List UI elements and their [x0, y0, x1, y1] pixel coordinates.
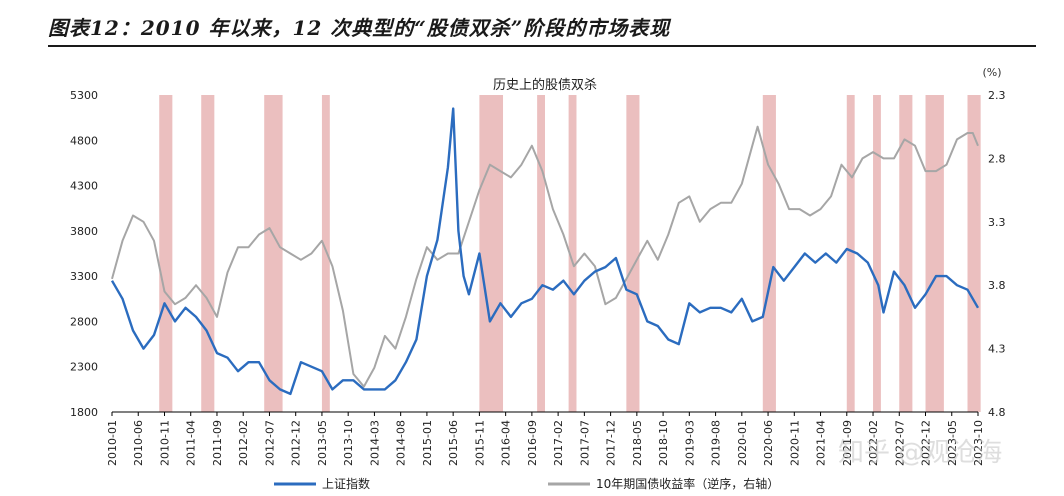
- right-y-tick-label: 4.3: [988, 343, 1006, 356]
- x-tick-label: 2013-05: [316, 420, 329, 466]
- shaded-period-3: [264, 95, 283, 412]
- x-tick-label: 2015-11: [473, 420, 486, 466]
- left-y-tick-label: 3800: [70, 225, 98, 238]
- x-tick-label: 2022-12: [920, 420, 933, 466]
- x-tick-label: 2020-11: [788, 420, 801, 466]
- x-tick-label: 2011-09: [211, 420, 224, 466]
- left-y-tick-label: 1800: [70, 406, 98, 419]
- shaded-period-5: [479, 95, 504, 412]
- left-y-tick-label: 5300: [70, 89, 98, 102]
- left-y-tick-label: 2800: [70, 315, 98, 328]
- x-tick-label: 2010-11: [158, 420, 171, 466]
- series-line-bond-yield: [111, 125, 979, 388]
- x-tick-label: 2016-04: [500, 420, 513, 466]
- shaded-period-7: [568, 95, 577, 412]
- shaded-period-10: [846, 95, 855, 412]
- x-tick-label: 2015-06: [447, 420, 460, 466]
- x-tick-label: 2014-03: [368, 420, 381, 466]
- series-lines: [110, 107, 980, 396]
- x-tick-label: 2016-09: [526, 420, 539, 466]
- x-tick-label: 2023-05: [946, 420, 959, 466]
- legend-label-bond-yield: 10年期国债收益率（逆序，右轴）: [596, 476, 779, 491]
- shaded-period-11: [873, 95, 881, 412]
- left-y-tick-label: 4300: [70, 180, 98, 193]
- shaded-period-13: [925, 95, 944, 412]
- left-y-tick-label: 4800: [70, 134, 98, 147]
- right-axis-unit: (%): [982, 66, 1001, 79]
- series-line-shanghai: [110, 107, 980, 396]
- right-y-tick-label: 2.8: [988, 152, 1006, 165]
- x-tick-label: 2021-04: [815, 420, 828, 466]
- x-tick-label: 2017-02: [552, 420, 565, 466]
- right-y-tick-label: 3.8: [988, 279, 1006, 292]
- x-tick-label: 2018-10: [657, 420, 670, 466]
- shaded-period-8: [626, 95, 640, 412]
- x-tick-label: 2019-08: [710, 420, 723, 466]
- x-tick-label: 2014-08: [395, 420, 408, 466]
- left-y-tick-labels: 1800 2300 2800 3300 3800 4300 4800 5300: [70, 89, 98, 419]
- shaded-period-9: [762, 95, 776, 412]
- x-tick-label: 2021-09: [841, 420, 854, 466]
- shaded-period-1: [159, 95, 173, 412]
- right-y-tick-label: 3.3: [988, 216, 1006, 229]
- watermark: 知乎 @观沧海: [838, 438, 1003, 468]
- left-y-tick-label: 2300: [70, 361, 98, 374]
- x-tick-label: 2013-10: [342, 420, 355, 466]
- x-tick-labels: 2010-01 2010-06 2010-11 2011-04 2011-09 2012-…: [106, 412, 985, 466]
- x-tick-label: 2010-01: [106, 420, 119, 466]
- x-tick-label: 2017-07: [578, 420, 591, 466]
- shaded-period-2: [201, 95, 215, 412]
- x-tick-label: 2019-03: [683, 420, 696, 466]
- right-y-tick-label: 4.8: [988, 406, 1006, 419]
- x-tick-label: 2012-12: [290, 420, 303, 466]
- x-tick-label: 2022-02: [867, 420, 880, 466]
- left-y-tick-label: 3300: [70, 270, 98, 283]
- x-tick-label: 2012-07: [263, 420, 276, 466]
- shaded-period-4: [321, 95, 330, 412]
- x-tick-label: 2020-06: [762, 420, 775, 466]
- legend-label-shanghai: 上证指数: [322, 476, 370, 491]
- figure-title: 图表12：2010 年以来，12 次典型的“股债双杀”阶段的市场表现: [48, 16, 671, 40]
- x-tick-label: 2022-07: [893, 420, 906, 466]
- x-tick-label: 2018-05: [631, 420, 644, 466]
- shaded-period-12: [899, 95, 913, 412]
- legend: 上证指数 10年期国债收益率（逆序，右轴）: [274, 476, 779, 491]
- shaded-period-14: [967, 95, 981, 412]
- chart-title: 历史上的股债双杀: [493, 77, 597, 93]
- right-y-tick-label: 2.3: [988, 89, 1006, 102]
- x-tick-label: 2023-10: [972, 420, 985, 466]
- shaded-period-6: [537, 95, 545, 412]
- x-tick-label: 2012-02: [237, 420, 250, 466]
- x-tick-label: 2017-12: [605, 420, 618, 466]
- x-tick-label: 2020-01: [736, 420, 749, 466]
- x-tick-label: 2010-06: [132, 420, 145, 466]
- title-rule: [48, 45, 1036, 47]
- x-tick-label: 2015-01: [421, 420, 434, 466]
- x-tick-label: 2011-04: [185, 420, 198, 466]
- right-y-tick-labels: 2.3 2.8 3.3 3.8 4.3 4.8: [988, 89, 1006, 419]
